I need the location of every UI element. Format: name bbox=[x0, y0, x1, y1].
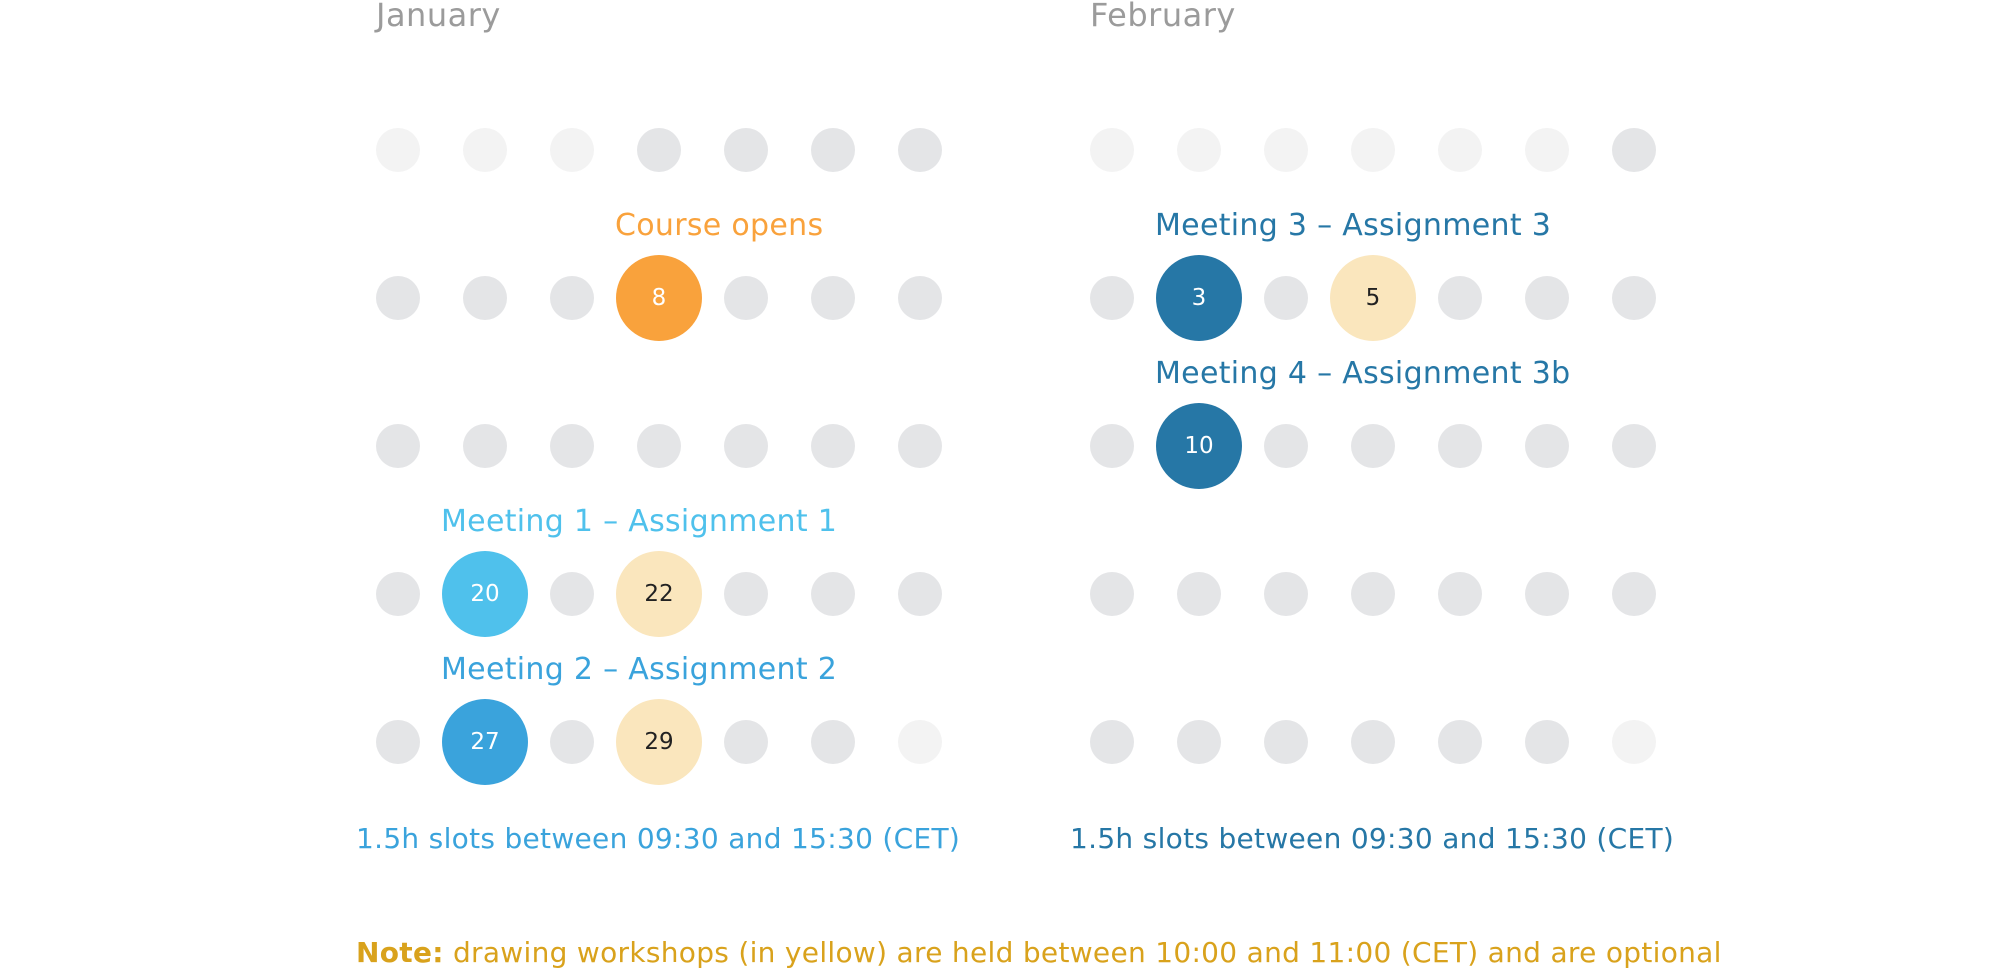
slots-text: 1.5h slots between 09:30 and 15:30 (CET) bbox=[1070, 822, 1675, 855]
calendar-dot bbox=[637, 424, 681, 468]
calendar-dot bbox=[811, 720, 855, 764]
calendar-dot bbox=[1264, 572, 1308, 616]
calendar-dot bbox=[376, 424, 420, 468]
calendar-day-10: 10 bbox=[1156, 403, 1242, 489]
calendar-dot bbox=[724, 424, 768, 468]
calendar-dot bbox=[1177, 128, 1221, 172]
calendar-dot bbox=[898, 572, 942, 616]
calendar-dot bbox=[1525, 276, 1569, 320]
calendar-dot bbox=[1438, 276, 1482, 320]
calendar-dot bbox=[1177, 720, 1221, 764]
calendar-dot bbox=[1090, 720, 1134, 764]
calendar-day-3: 3 bbox=[1156, 255, 1242, 341]
calendar-dot bbox=[898, 276, 942, 320]
calendar-dot bbox=[1177, 572, 1221, 616]
calendar-dot bbox=[550, 276, 594, 320]
note-prefix: Note: bbox=[356, 936, 444, 969]
calendar-dot bbox=[898, 128, 942, 172]
calendar-dot bbox=[1090, 128, 1134, 172]
calendar-dot bbox=[550, 572, 594, 616]
calendar-day-5: 5 bbox=[1330, 255, 1416, 341]
event-label: Meeting 4 – Assignment 3b bbox=[1155, 356, 1571, 391]
calendar-dot bbox=[376, 128, 420, 172]
calendar-dot bbox=[1525, 128, 1569, 172]
calendar-day-20: 20 bbox=[442, 551, 528, 637]
calendar-dot bbox=[463, 424, 507, 468]
calendar-dot bbox=[550, 128, 594, 172]
calendar-dot bbox=[1264, 720, 1308, 764]
calendar-dot bbox=[724, 276, 768, 320]
calendar-dot bbox=[463, 128, 507, 172]
calendar-dot bbox=[550, 424, 594, 468]
event-label: Meeting 1 – Assignment 1 bbox=[441, 504, 838, 539]
month-title: February bbox=[1090, 0, 1236, 34]
calendar-dot bbox=[550, 720, 594, 764]
calendar-dot bbox=[1612, 276, 1656, 320]
calendar-dot bbox=[1264, 424, 1308, 468]
calendar-dot bbox=[811, 128, 855, 172]
calendar-dot bbox=[1525, 572, 1569, 616]
event-label: Course opens bbox=[615, 208, 824, 243]
calendar-dot bbox=[1612, 128, 1656, 172]
calendar-dot bbox=[1351, 128, 1395, 172]
month-january: January 8 20 22 27 29 Course opens Meeting 1 –… bbox=[356, 0, 966, 860]
calendar-dot bbox=[1351, 720, 1395, 764]
calendar-dot bbox=[376, 276, 420, 320]
calendar-dot bbox=[1612, 720, 1656, 764]
calendar-day-22: 22 bbox=[616, 551, 702, 637]
calendar-dot bbox=[811, 572, 855, 616]
calendar-dot bbox=[898, 424, 942, 468]
calendar-dot bbox=[1525, 424, 1569, 468]
calendar-dot bbox=[1438, 572, 1482, 616]
note-text: drawing workshops (in yellow) are held b… bbox=[443, 936, 1722, 969]
calendar-dot bbox=[811, 424, 855, 468]
calendar-dot bbox=[1264, 276, 1308, 320]
calendar-dot bbox=[811, 276, 855, 320]
event-label: Meeting 2 – Assignment 2 bbox=[441, 652, 838, 687]
note: Note: drawing workshops (in yellow) are … bbox=[356, 936, 1722, 969]
calendar-dot bbox=[898, 720, 942, 764]
calendar-dot bbox=[1438, 424, 1482, 468]
calendar-day-29: 29 bbox=[616, 699, 702, 785]
calendar-dot bbox=[1090, 276, 1134, 320]
calendar-dot bbox=[1351, 424, 1395, 468]
calendar-dot bbox=[724, 572, 768, 616]
calendar-dot bbox=[724, 128, 768, 172]
calendar-dot bbox=[1438, 128, 1482, 172]
calendar-dot bbox=[1351, 572, 1395, 616]
calendar-dot bbox=[1090, 572, 1134, 616]
calendar-dot bbox=[724, 720, 768, 764]
calendar-dot bbox=[1612, 424, 1656, 468]
calendar-dot bbox=[1525, 720, 1569, 764]
month-title: January bbox=[376, 0, 501, 34]
slots-text: 1.5h slots between 09:30 and 15:30 (CET) bbox=[356, 822, 961, 855]
calendar-dot bbox=[1264, 128, 1308, 172]
calendar-dot bbox=[637, 128, 681, 172]
calendar-day-27: 27 bbox=[442, 699, 528, 785]
month-february: February 3 5 10 Meeting 3 – Assignment 3 Mee… bbox=[1070, 0, 1680, 860]
calendar-day-8: 8 bbox=[616, 255, 702, 341]
event-label: Meeting 3 – Assignment 3 bbox=[1155, 208, 1552, 243]
calendar-dot bbox=[463, 276, 507, 320]
calendar-dot bbox=[376, 720, 420, 764]
calendar-dot bbox=[1090, 424, 1134, 468]
calendar-dot bbox=[1612, 572, 1656, 616]
calendar-dot bbox=[1438, 720, 1482, 764]
calendar-dot bbox=[376, 572, 420, 616]
